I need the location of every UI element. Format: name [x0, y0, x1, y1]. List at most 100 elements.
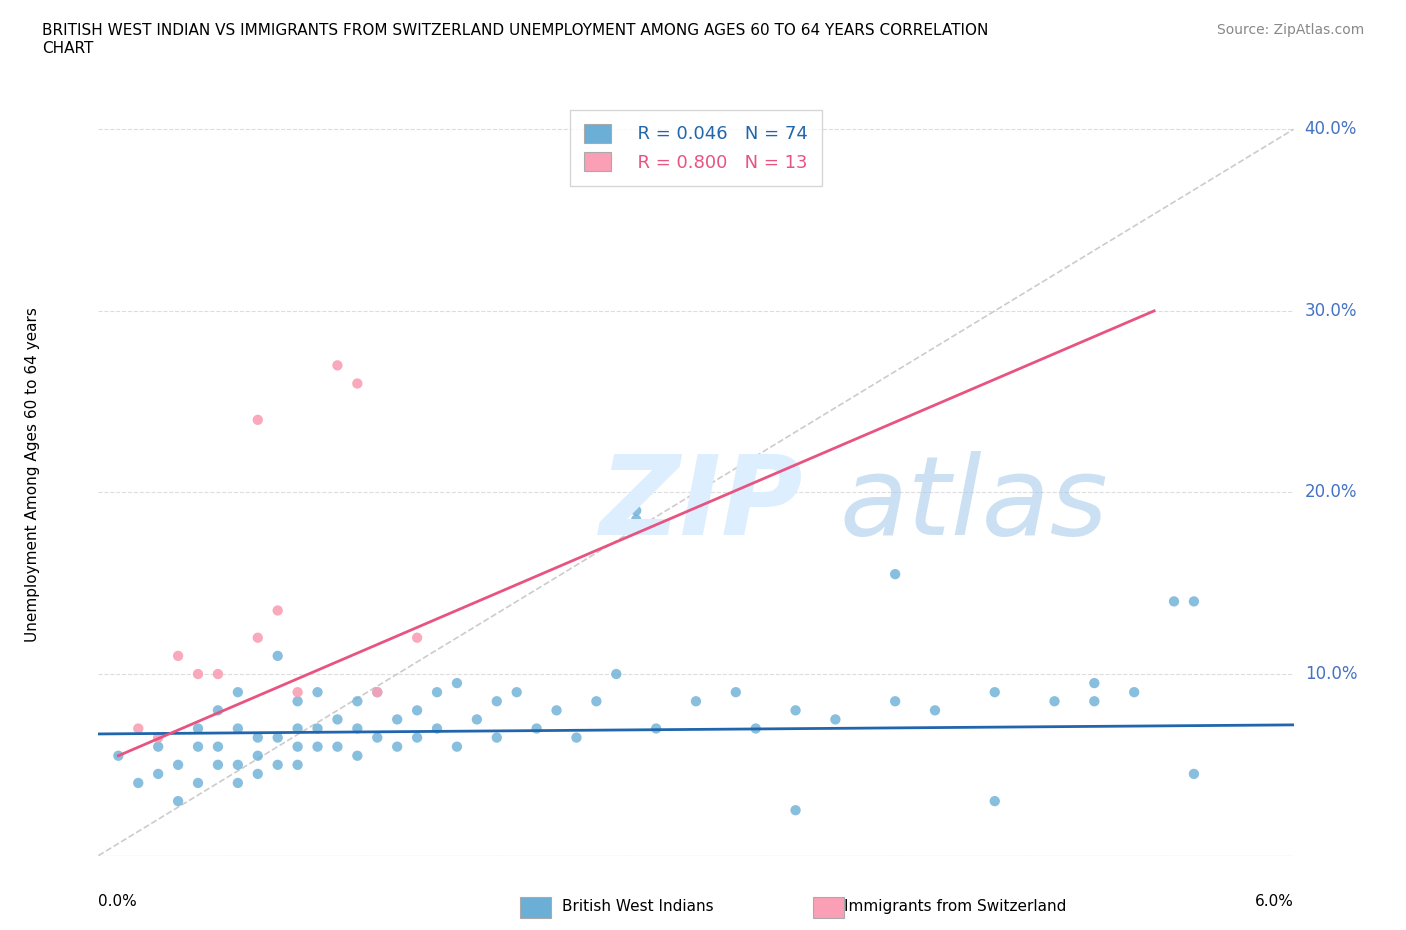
Point	[1043, 694, 1066, 709]
Point	[605, 667, 627, 682]
Point	[148, 730, 170, 745]
Text: 40.0%: 40.0%	[1305, 120, 1357, 139]
Point	[148, 739, 170, 754]
Point	[207, 739, 229, 754]
Point	[506, 684, 529, 699]
Point	[1123, 684, 1146, 699]
Point	[984, 793, 1007, 808]
Point	[207, 703, 229, 718]
Point	[127, 721, 149, 736]
Text: BRITISH WEST INDIAN VS IMMIGRANTS FROM SWITZERLAND UNEMPLOYMENT AMONG AGES 60 TO: BRITISH WEST INDIAN VS IMMIGRANTS FROM S…	[42, 23, 988, 56]
Point	[385, 739, 409, 754]
Point	[127, 776, 149, 790]
Text: 10.0%: 10.0%	[1305, 665, 1357, 683]
Point	[307, 684, 329, 699]
Point	[1083, 694, 1105, 709]
Point	[187, 739, 209, 754]
Text: British West Indians: British West Indians	[562, 899, 714, 914]
Point	[546, 703, 568, 718]
Point	[187, 667, 209, 682]
Point	[1182, 594, 1205, 609]
Point	[287, 721, 309, 736]
Point	[626, 503, 648, 518]
Point	[426, 684, 449, 699]
Point	[226, 684, 249, 699]
Point	[426, 721, 449, 736]
Point	[645, 721, 668, 736]
Legend:   R = 0.046   N = 74,   R = 0.800   N = 13: R = 0.046 N = 74, R = 0.800 N = 13	[569, 110, 823, 186]
Point	[785, 703, 807, 718]
Point	[485, 694, 508, 709]
Point	[346, 694, 368, 709]
Point	[585, 694, 607, 709]
Point	[1163, 594, 1185, 609]
Point	[167, 793, 190, 808]
Point	[366, 730, 388, 745]
Point	[526, 721, 548, 736]
Point	[307, 739, 329, 754]
Point	[626, 512, 648, 527]
Point	[924, 703, 946, 718]
Text: atlas: atlas	[839, 451, 1108, 558]
Point	[346, 721, 368, 736]
Point	[207, 667, 229, 682]
Point	[267, 648, 290, 663]
Point	[884, 694, 907, 709]
Point	[565, 730, 588, 745]
Point	[226, 721, 249, 736]
Point	[785, 803, 807, 817]
Text: 30.0%: 30.0%	[1305, 302, 1357, 320]
Point	[485, 730, 508, 745]
Text: 0.0%: 0.0%	[98, 895, 138, 910]
Point	[724, 684, 747, 699]
Point	[366, 684, 388, 699]
Point	[346, 749, 368, 764]
Point	[246, 730, 269, 745]
Point	[267, 757, 290, 772]
Point	[226, 757, 249, 772]
Point	[1083, 676, 1105, 691]
Text: Immigrants from Switzerland: Immigrants from Switzerland	[844, 899, 1066, 914]
Point	[307, 721, 329, 736]
Point	[148, 766, 170, 781]
Point	[207, 757, 229, 772]
Point	[246, 631, 269, 645]
Point	[246, 412, 269, 427]
Point	[984, 684, 1007, 699]
Point	[406, 703, 429, 718]
Point	[107, 749, 129, 764]
Point	[366, 684, 388, 699]
Point	[187, 721, 209, 736]
Point	[226, 776, 249, 790]
Point	[326, 358, 349, 373]
Point	[326, 739, 349, 754]
Point	[465, 712, 488, 727]
Point	[267, 730, 290, 745]
Point	[406, 631, 429, 645]
Point	[287, 757, 309, 772]
Point	[385, 712, 409, 727]
Point	[246, 749, 269, 764]
Point	[884, 566, 907, 581]
Point	[406, 730, 429, 745]
Point	[446, 739, 468, 754]
Point	[167, 648, 190, 663]
Point	[246, 766, 269, 781]
Point	[1182, 766, 1205, 781]
Point	[346, 376, 368, 391]
Point	[685, 694, 707, 709]
Point	[287, 684, 309, 699]
Text: ZIP: ZIP	[600, 451, 804, 558]
Point	[326, 712, 349, 727]
Point	[287, 739, 309, 754]
Point	[287, 694, 309, 709]
Point	[267, 603, 290, 618]
Point	[187, 776, 209, 790]
Text: 20.0%: 20.0%	[1305, 484, 1357, 501]
Text: Unemployment Among Ages 60 to 64 years: Unemployment Among Ages 60 to 64 years	[25, 307, 41, 642]
Point	[745, 721, 768, 736]
Point	[824, 712, 846, 727]
Point	[446, 676, 468, 691]
Text: 6.0%: 6.0%	[1254, 895, 1294, 910]
Text: Source: ZipAtlas.com: Source: ZipAtlas.com	[1216, 23, 1364, 37]
